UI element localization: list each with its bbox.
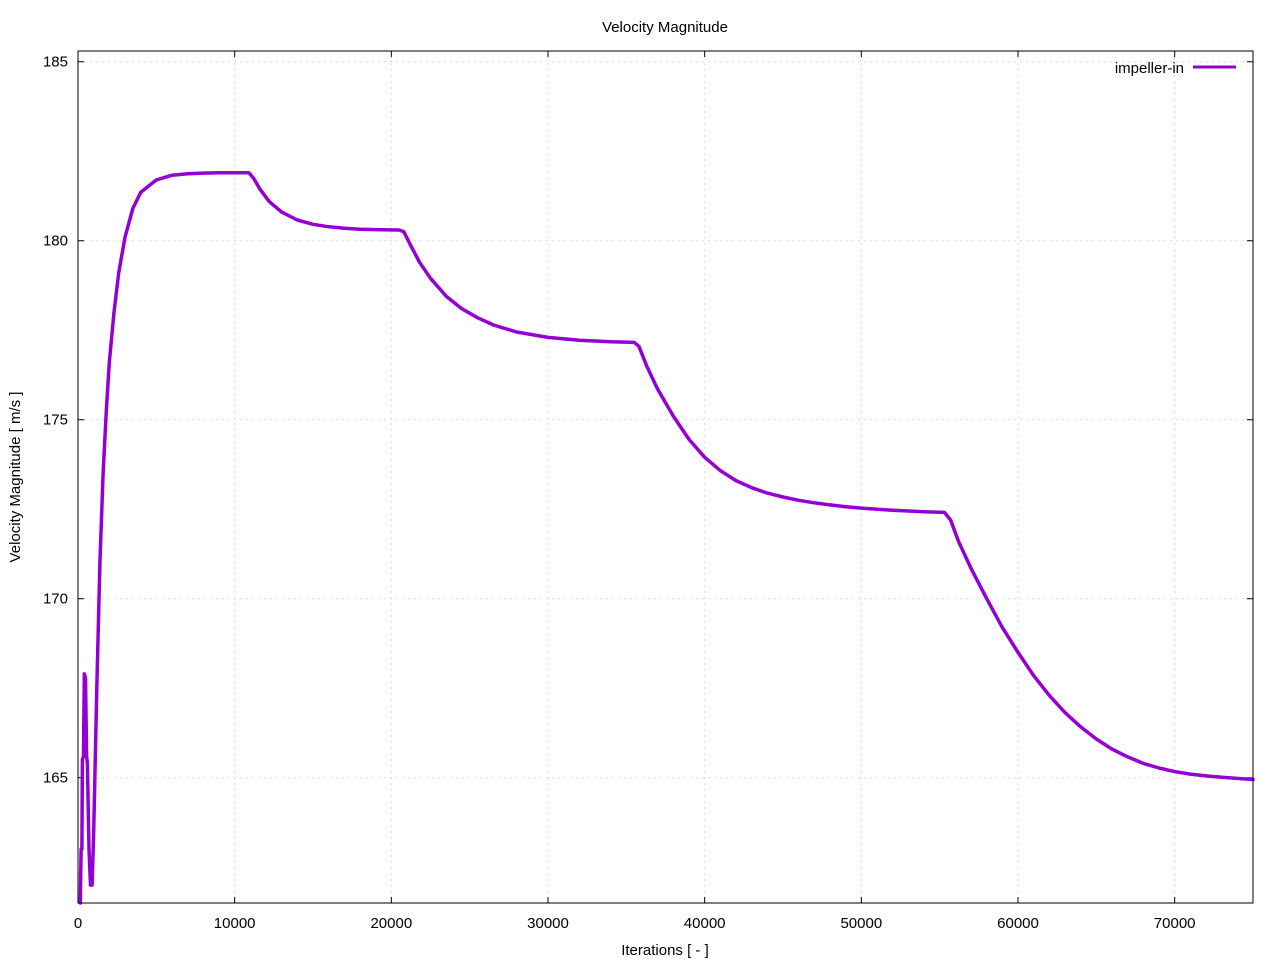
legend-label-impeller-in: impeller-in xyxy=(1115,60,1184,77)
plot-frame xyxy=(77,50,1254,904)
y-tick-label-165: 165 xyxy=(43,770,68,787)
y-tick-label-170: 170 xyxy=(43,591,68,608)
x-tick-label-0: 0 xyxy=(74,915,82,932)
x-tick-label-10000: 10000 xyxy=(214,915,256,932)
x-tick-label-60000: 60000 xyxy=(997,915,1039,932)
y-tick-label-185: 185 xyxy=(43,54,68,71)
x-tick-label-50000: 50000 xyxy=(840,915,882,932)
x-tick-label-30000: 30000 xyxy=(527,915,569,932)
x-axis-label: Iterations [ - ] xyxy=(621,942,709,959)
chart-title: Velocity Magnitude xyxy=(602,19,728,36)
y-tick-label-180: 180 xyxy=(43,233,68,250)
grid-lines xyxy=(78,51,1253,903)
x-tick-label-40000: 40000 xyxy=(684,915,726,932)
y-axis-label: Velocity Magnitude [ m/s ] xyxy=(7,392,24,563)
legend: impeller-in xyxy=(1115,60,1236,77)
x-tick-label-20000: 20000 xyxy=(370,915,412,932)
axis-ticks: 0 10000 20000 30000 40000 50000 60000 70000 165 1… xyxy=(43,51,1253,932)
y-tick-label-175: 175 xyxy=(43,412,68,429)
x-tick-label-70000: 70000 xyxy=(1154,915,1196,932)
series-line-0 xyxy=(78,170,1255,905)
series-layer xyxy=(78,170,1255,905)
